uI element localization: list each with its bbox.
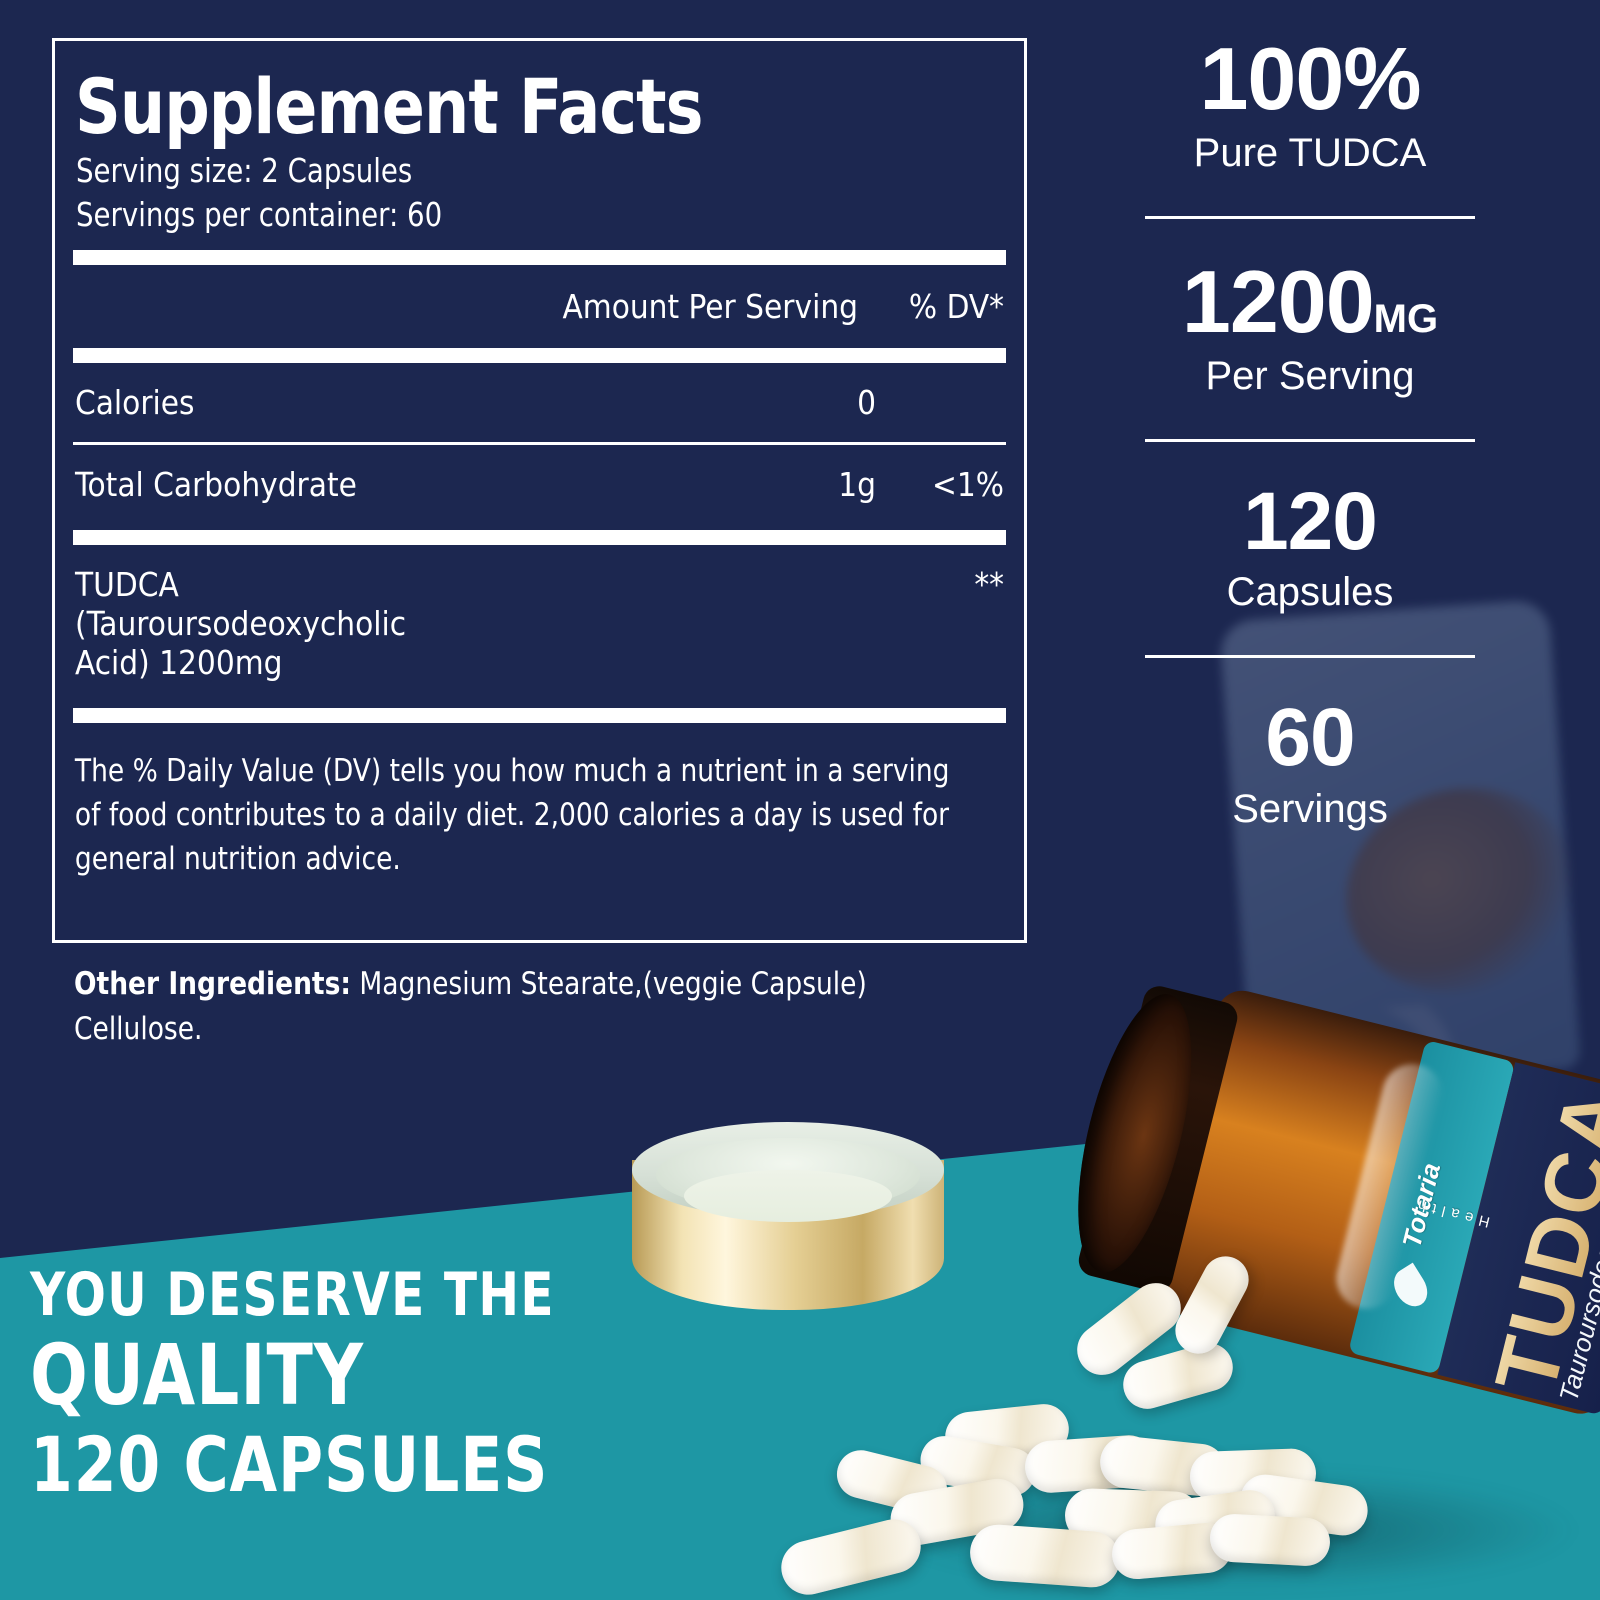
stat-servings: 60 Servings <box>1100 692 1520 838</box>
capsule <box>775 1513 927 1600</box>
other-ingredients-label: Other Ingredients: <box>74 966 351 1002</box>
stat-label-per-serving: Per Serving <box>1205 353 1415 398</box>
stat-number-value-1200: 1200 <box>1181 251 1375 351</box>
stat-pure-tudca: 100% Pure TUDCA <box>1100 30 1520 182</box>
servings-per-container-text: Servings per container: 60 <box>76 194 443 234</box>
row-name-total-carbohydrate: Total Carbohydrate <box>75 465 357 505</box>
capsule <box>1208 1512 1332 1568</box>
capsule <box>968 1522 1122 1590</box>
column-header-amount-per-serving: Amount Per Serving <box>562 287 858 327</box>
stat-number-per-serving: 1200MG <box>1100 256 1520 347</box>
daily-value-footnote: The % Daily Value (DV) tells you how muc… <box>74 753 950 878</box>
serving-size-text: Serving size: 2 Capsules <box>76 151 413 190</box>
row-amount-total-carbohydrate: 1g <box>838 465 876 505</box>
stat-label-pure-tudca: Pure TUDCA <box>1193 130 1427 175</box>
promo-line-3: 120 CAPSULES <box>30 1419 549 1509</box>
other-ingredients-block: Other Ingredients: Magnesium Stearate,(v… <box>74 962 929 1052</box>
stat-capsules: 120 Capsules <box>1100 476 1520 622</box>
bottle-cap-image <box>632 1118 944 1330</box>
product-stats-column: 100% Pure TUDCA 1200MG Per Serving 120 C… <box>1100 30 1520 838</box>
stat-divider-1 <box>1145 215 1475 219</box>
promo-line-1: YOU DESERVE THE <box>30 1260 555 1330</box>
table-row: Calories 0 <box>73 363 1006 442</box>
table-row: Total Carbohydrate 1g <1% <box>73 445 1006 524</box>
column-header-percent-dv: % DV* <box>908 287 1004 327</box>
cap-inner-base <box>684 1170 892 1222</box>
stat-number-capsules: 120 <box>1243 475 1378 567</box>
stat-label-capsules: Capsules <box>1226 570 1394 615</box>
divider-thick-header <box>73 348 1006 364</box>
other-ingredients-value: Magnesium Stearate,(veggie Capsule) Cell… <box>74 966 867 1047</box>
row-dv-total-carbohydrate: <1% <box>932 465 1004 505</box>
stat-number-servings: 60 <box>1265 692 1355 784</box>
stat-unit-mg: MG <box>1373 296 1439 341</box>
row-amount-calories: 0 <box>857 383 876 423</box>
supplement-facts-title: Supplement Facts <box>75 62 703 151</box>
divider-thick-3 <box>73 708 1006 724</box>
spilled-capsules-group <box>770 1248 1390 1600</box>
promo-line-2: QUALITY <box>30 1326 364 1425</box>
row-name-tudca: TUDCA (Tauroursodeoxycholic Acid) 1200mg <box>75 565 407 683</box>
bottle-brand-subtitle: Health <box>1410 1194 1492 1231</box>
stat-divider-2 <box>1145 438 1475 442</box>
stat-number-pure-tudca: 100% <box>1199 29 1421 128</box>
stat-divider-3 <box>1145 655 1475 659</box>
stat-per-serving: 1200MG Per Serving <box>1100 253 1520 405</box>
supplement-facts-panel: Supplement Facts Serving size: 2 Capsule… <box>52 38 1027 943</box>
facts-column-header-row: Amount Per Serving % DV* <box>73 265 1006 348</box>
row-dv-tudca: ** <box>974 565 1004 605</box>
divider-thin-1 <box>73 442 1006 446</box>
divider-thick-top <box>73 250 1006 266</box>
stat-label-servings: Servings <box>1232 786 1388 831</box>
table-row: TUDCA (Tauroursodeoxycholic Acid) 1200mg… <box>73 545 1006 702</box>
row-name-calories: Calories <box>75 383 195 423</box>
divider-thick-2 <box>73 530 1006 546</box>
promo-headline-block: YOU DESERVE THE QUALITY 120 CAPSULES <box>30 1260 613 1509</box>
